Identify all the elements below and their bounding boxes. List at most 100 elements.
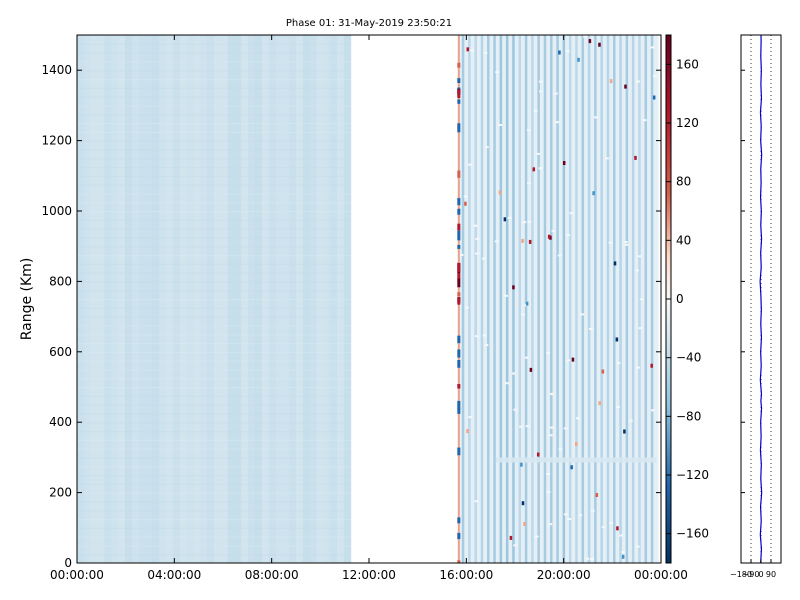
heatmap-outlier-cell bbox=[598, 401, 601, 406]
heatmap-row-band bbox=[77, 35, 351, 37]
heatmap-edge-cell bbox=[457, 244, 461, 249]
heatmap-row-band bbox=[77, 149, 351, 151]
heatmap-cell-light bbox=[593, 116, 598, 119]
heatmap-row-band bbox=[77, 307, 351, 309]
heatmap-stripe bbox=[499, 35, 503, 563]
heatmap-cell-light bbox=[604, 157, 609, 160]
heatmap-cell-light bbox=[519, 425, 524, 428]
heatmap-stripe bbox=[556, 35, 559, 563]
heatmap-stripe bbox=[543, 35, 547, 563]
heatmap-cell-light bbox=[483, 51, 488, 54]
heatmap-outlier-cell bbox=[528, 239, 532, 244]
heatmap-cell-light bbox=[521, 313, 526, 316]
heatmap-row-band bbox=[77, 334, 351, 336]
side-x-tick-label: 90 bbox=[766, 570, 776, 579]
heatmap-outlier-cell bbox=[650, 363, 653, 368]
heatmap-cell-light bbox=[538, 167, 543, 170]
side-x-tick-label: −180 bbox=[730, 570, 752, 579]
heatmap-stripe bbox=[613, 35, 616, 563]
heatmap-cell-light bbox=[481, 257, 486, 260]
heatmap-row-band bbox=[77, 492, 351, 494]
heatmap-outlier-cell bbox=[464, 201, 467, 206]
heatmap-row-band bbox=[77, 79, 351, 81]
heatmap-row-band bbox=[77, 202, 351, 204]
heatmap-cell-light bbox=[616, 361, 621, 364]
heatmap-cell-light bbox=[569, 212, 574, 215]
y-tick-label: 600 bbox=[49, 345, 72, 359]
heatmap-outlier-cell bbox=[536, 452, 540, 457]
heatmap-stripe bbox=[474, 35, 477, 563]
heatmap-row-band bbox=[77, 316, 351, 318]
heatmap-cell-light bbox=[533, 109, 538, 112]
heatmap-cell-light bbox=[527, 182, 532, 185]
side-profile-plot bbox=[740, 34, 772, 564]
heatmap-cell-light bbox=[538, 80, 543, 83]
heatmap-cell-light bbox=[590, 509, 595, 512]
heatmap-outlier-cell bbox=[609, 79, 613, 84]
x-tick-label: 00:00:00 bbox=[50, 568, 104, 582]
y-tick-label: 200 bbox=[49, 486, 72, 500]
x-tick-label: 08:00:00 bbox=[245, 568, 299, 582]
colorbar-tick-label: 0 bbox=[676, 292, 684, 306]
heatmap-stripe bbox=[562, 35, 566, 563]
side-axes: −180−90 0 90 bbox=[730, 69, 776, 579]
heatmap-row-band bbox=[77, 290, 351, 292]
heatmap-row-band bbox=[77, 219, 351, 221]
heatmap-outlier-cell bbox=[547, 234, 551, 239]
heatmap-outlier-cell bbox=[577, 57, 580, 62]
heatmap-cell-light bbox=[601, 526, 606, 529]
heatmap-outlier-cell bbox=[523, 522, 526, 527]
heatmap-cell-light bbox=[642, 119, 647, 122]
heatmap-outlier-cell bbox=[601, 369, 605, 374]
heatmap-outlier-cell bbox=[592, 191, 595, 196]
heatmap-cell-light bbox=[469, 49, 474, 52]
heatmap-row-band bbox=[77, 272, 351, 274]
heatmap-row-band bbox=[77, 457, 351, 459]
y-tick-label: 0 bbox=[64, 556, 72, 570]
heatmap-outlier-cell bbox=[521, 501, 525, 506]
heatmap-outlier-cell bbox=[595, 493, 599, 498]
heatmap-edge-cell bbox=[457, 272, 461, 279]
heatmap-row-band bbox=[77, 211, 351, 213]
heatmap-edge-cell bbox=[457, 560, 461, 563]
x-tick-label: 12:00:00 bbox=[342, 568, 396, 582]
heatmap-stripe bbox=[631, 35, 635, 563]
heatmap-edge-cell bbox=[457, 277, 461, 288]
heatmap-cell-light bbox=[636, 80, 641, 83]
heatmap-cell-light bbox=[497, 124, 502, 127]
heatmap-cell-light bbox=[536, 152, 541, 155]
heatmap-row-band bbox=[77, 123, 351, 125]
heatmap-stripe bbox=[493, 35, 496, 563]
heatmap-edge-cell bbox=[457, 408, 461, 414]
heatmap-cell-light bbox=[583, 35, 588, 38]
heatmap-stripe bbox=[468, 35, 471, 563]
colorbar-tick-label: 160 bbox=[676, 57, 699, 71]
heatmap-outlier-cell bbox=[562, 161, 566, 166]
heatmap-cell-light bbox=[534, 535, 539, 538]
heatmap-cell-light bbox=[549, 426, 554, 429]
heatmap-cell-light bbox=[511, 372, 516, 375]
heatmap-cell-light bbox=[546, 472, 551, 475]
heatmap-cell-light bbox=[463, 195, 468, 198]
heatmap-stripe bbox=[625, 35, 629, 563]
heatmap-row-band bbox=[77, 554, 351, 556]
heatmap-outlier-cell bbox=[623, 429, 626, 434]
heatmap-edge-cell bbox=[457, 230, 461, 241]
x-tick-label: 16:00:00 bbox=[439, 568, 493, 582]
heatmap-row-band bbox=[77, 510, 351, 512]
heatmap-row-band bbox=[77, 360, 351, 362]
heatmap-outlier-cell bbox=[624, 84, 627, 89]
heatmap-outlier-cell bbox=[509, 535, 513, 540]
y-axis-label: Range (Km) bbox=[19, 258, 35, 341]
heatmap-cell-light bbox=[522, 221, 527, 224]
heatmap-cell-light bbox=[653, 74, 658, 77]
heatmap-cell-light bbox=[578, 514, 583, 517]
heatmap-row-band bbox=[77, 413, 351, 415]
heatmap-row-band bbox=[77, 167, 351, 169]
heatmap-row-band bbox=[77, 281, 351, 283]
heatmap-row-band bbox=[77, 61, 351, 63]
heatmap-row-band bbox=[77, 70, 351, 72]
heatmap-row-band bbox=[77, 404, 351, 406]
heatmap-cell-light bbox=[548, 434, 553, 437]
